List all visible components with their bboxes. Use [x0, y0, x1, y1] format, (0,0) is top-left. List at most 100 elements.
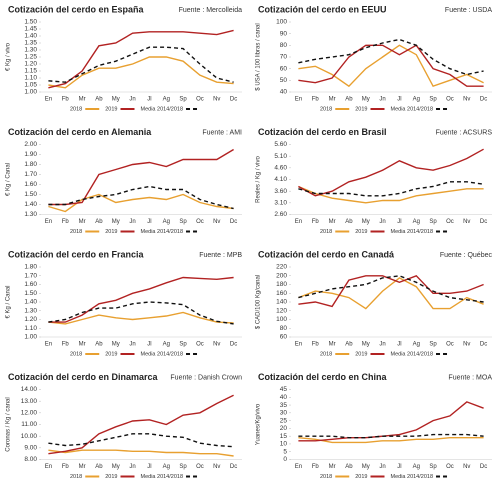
- y-tick-label: 12.00: [21, 410, 38, 417]
- y-tick-label: 3.60: [274, 188, 287, 195]
- y-tick-label: 8.00: [24, 456, 37, 463]
- x-tick-label: Dc: [480, 342, 487, 348]
- x-tick-label: Dc: [230, 219, 237, 225]
- y-tick-label: 1.40: [24, 299, 37, 306]
- x-tick-label: Ag: [163, 464, 170, 470]
- series-line: [48, 148, 234, 206]
- y-tick-label: 60: [280, 334, 288, 341]
- y-tick-label: 1.15: [24, 68, 37, 75]
- series-line: [298, 401, 484, 442]
- series-line: [298, 44, 484, 88]
- y-tick-label: 1.80: [24, 161, 37, 168]
- x-tick-label: Nv: [463, 464, 470, 470]
- y-tick-label: 4.10: [274, 176, 287, 183]
- y-tick-label: 50: [280, 77, 288, 84]
- x-tick-label: Oc: [446, 464, 454, 470]
- x-tick-label: Dc: [230, 342, 237, 348]
- x-tick-label: Sp: [429, 97, 437, 103]
- y-axis-label: € Kg / vivo: [6, 42, 12, 71]
- x-tick-label: Dc: [480, 219, 487, 225]
- y-tick-label: 5: [283, 448, 287, 455]
- x-tick-label: Dc: [480, 97, 487, 103]
- y-tick-label: 20: [280, 425, 288, 432]
- x-tick-label: Oc: [196, 342, 204, 348]
- series-line: [298, 44, 484, 87]
- y-tick-label: 1.70: [24, 171, 37, 178]
- x-tick-label: En: [45, 342, 52, 348]
- x-tick-label: En: [45, 219, 52, 225]
- legend-label: Media 2014/2018: [391, 351, 434, 357]
- legend-label: Media 2014/2018: [391, 474, 434, 480]
- y-tick-label: 100: [276, 19, 287, 26]
- legend-label: 2019: [355, 229, 367, 235]
- legend-label: 2018: [320, 351, 332, 357]
- y-tick-label: 13.00: [21, 398, 38, 405]
- series-line: [48, 433, 234, 448]
- legend-label: 2019: [355, 106, 367, 112]
- legend-label: Media 2014/2018: [141, 229, 184, 235]
- series-line: [48, 193, 234, 213]
- chart-title: Cotización del cerdo en Francia: [8, 249, 145, 259]
- x-tick-label: Ag: [163, 97, 170, 103]
- series-line: [298, 437, 484, 444]
- x-tick-label: Nv: [463, 97, 470, 103]
- y-tick-label: 5.60: [274, 141, 287, 148]
- y-axis-label: $ USA / 100 libras / canal: [256, 23, 262, 90]
- source: Fuente : Mercolleida: [179, 7, 243, 14]
- x-tick-label: Fb: [312, 464, 320, 470]
- series-line: [48, 276, 234, 323]
- y-tick-label: 180: [276, 281, 287, 288]
- x-tick-label: My: [112, 219, 120, 225]
- y-axis-label: Yuanes/Kg/vivo: [256, 403, 262, 445]
- x-tick-label: My: [112, 97, 120, 103]
- x-tick-label: Ag: [413, 97, 420, 103]
- x-tick-label: Mr: [329, 97, 336, 103]
- y-axis-label: $ CAD/100 Kg/canal: [256, 275, 262, 329]
- y-tick-label: 80: [280, 42, 288, 49]
- y-tick-label: 40: [280, 394, 288, 401]
- x-tick-label: Mr: [329, 342, 336, 348]
- source: Fuente : MPB: [199, 252, 242, 259]
- x-tick-label: Ab: [95, 342, 103, 348]
- y-tick-label: 140: [276, 299, 287, 306]
- x-tick-label: My: [362, 219, 370, 225]
- x-tick-label: Jn: [379, 464, 385, 470]
- x-tick-label: Jl: [397, 342, 401, 348]
- legend-label: 2018: [70, 106, 82, 112]
- x-tick-label: Fb: [62, 464, 70, 470]
- legend-label: 2018: [70, 229, 82, 235]
- y-tick-label: 11.00: [21, 421, 37, 428]
- x-tick-label: Fb: [312, 342, 320, 348]
- legend-label: 2019: [355, 474, 367, 480]
- x-tick-label: Oc: [446, 97, 454, 103]
- y-tick-label: 10: [280, 441, 288, 448]
- y-tick-label: 1.30: [24, 47, 37, 54]
- legend-label: 2018: [320, 106, 332, 112]
- x-tick-label: Ag: [163, 219, 170, 225]
- series-line: [298, 275, 484, 303]
- source: Fuente : Danish Crown: [170, 374, 242, 381]
- x-tick-label: Nv: [213, 97, 220, 103]
- x-tick-label: En: [295, 464, 302, 470]
- x-tick-label: Mr: [79, 219, 86, 225]
- x-tick-label: Fb: [62, 97, 70, 103]
- y-tick-label: 100: [276, 316, 287, 323]
- series-line: [48, 449, 234, 457]
- y-tick-label: 1.60: [24, 281, 37, 288]
- x-tick-label: My: [362, 464, 370, 470]
- y-tick-label: 15: [280, 433, 288, 440]
- legend-label: 2019: [105, 351, 117, 357]
- legend-label: 2019: [105, 106, 117, 112]
- x-tick-label: Nv: [213, 342, 220, 348]
- y-tick-label: 1.40: [24, 33, 37, 40]
- legend-label: 2018: [70, 351, 82, 357]
- x-tick-label: Ab: [345, 464, 353, 470]
- x-tick-label: Ab: [95, 464, 103, 470]
- x-tick-label: Dc: [230, 464, 237, 470]
- y-tick-label: 1.30: [24, 211, 37, 218]
- x-tick-label: Jn: [129, 97, 135, 103]
- series-line: [298, 38, 484, 76]
- x-tick-label: Fb: [62, 219, 70, 225]
- y-tick-label: 4.60: [274, 165, 287, 172]
- y-axis-label: € Kg / Canal: [6, 285, 12, 318]
